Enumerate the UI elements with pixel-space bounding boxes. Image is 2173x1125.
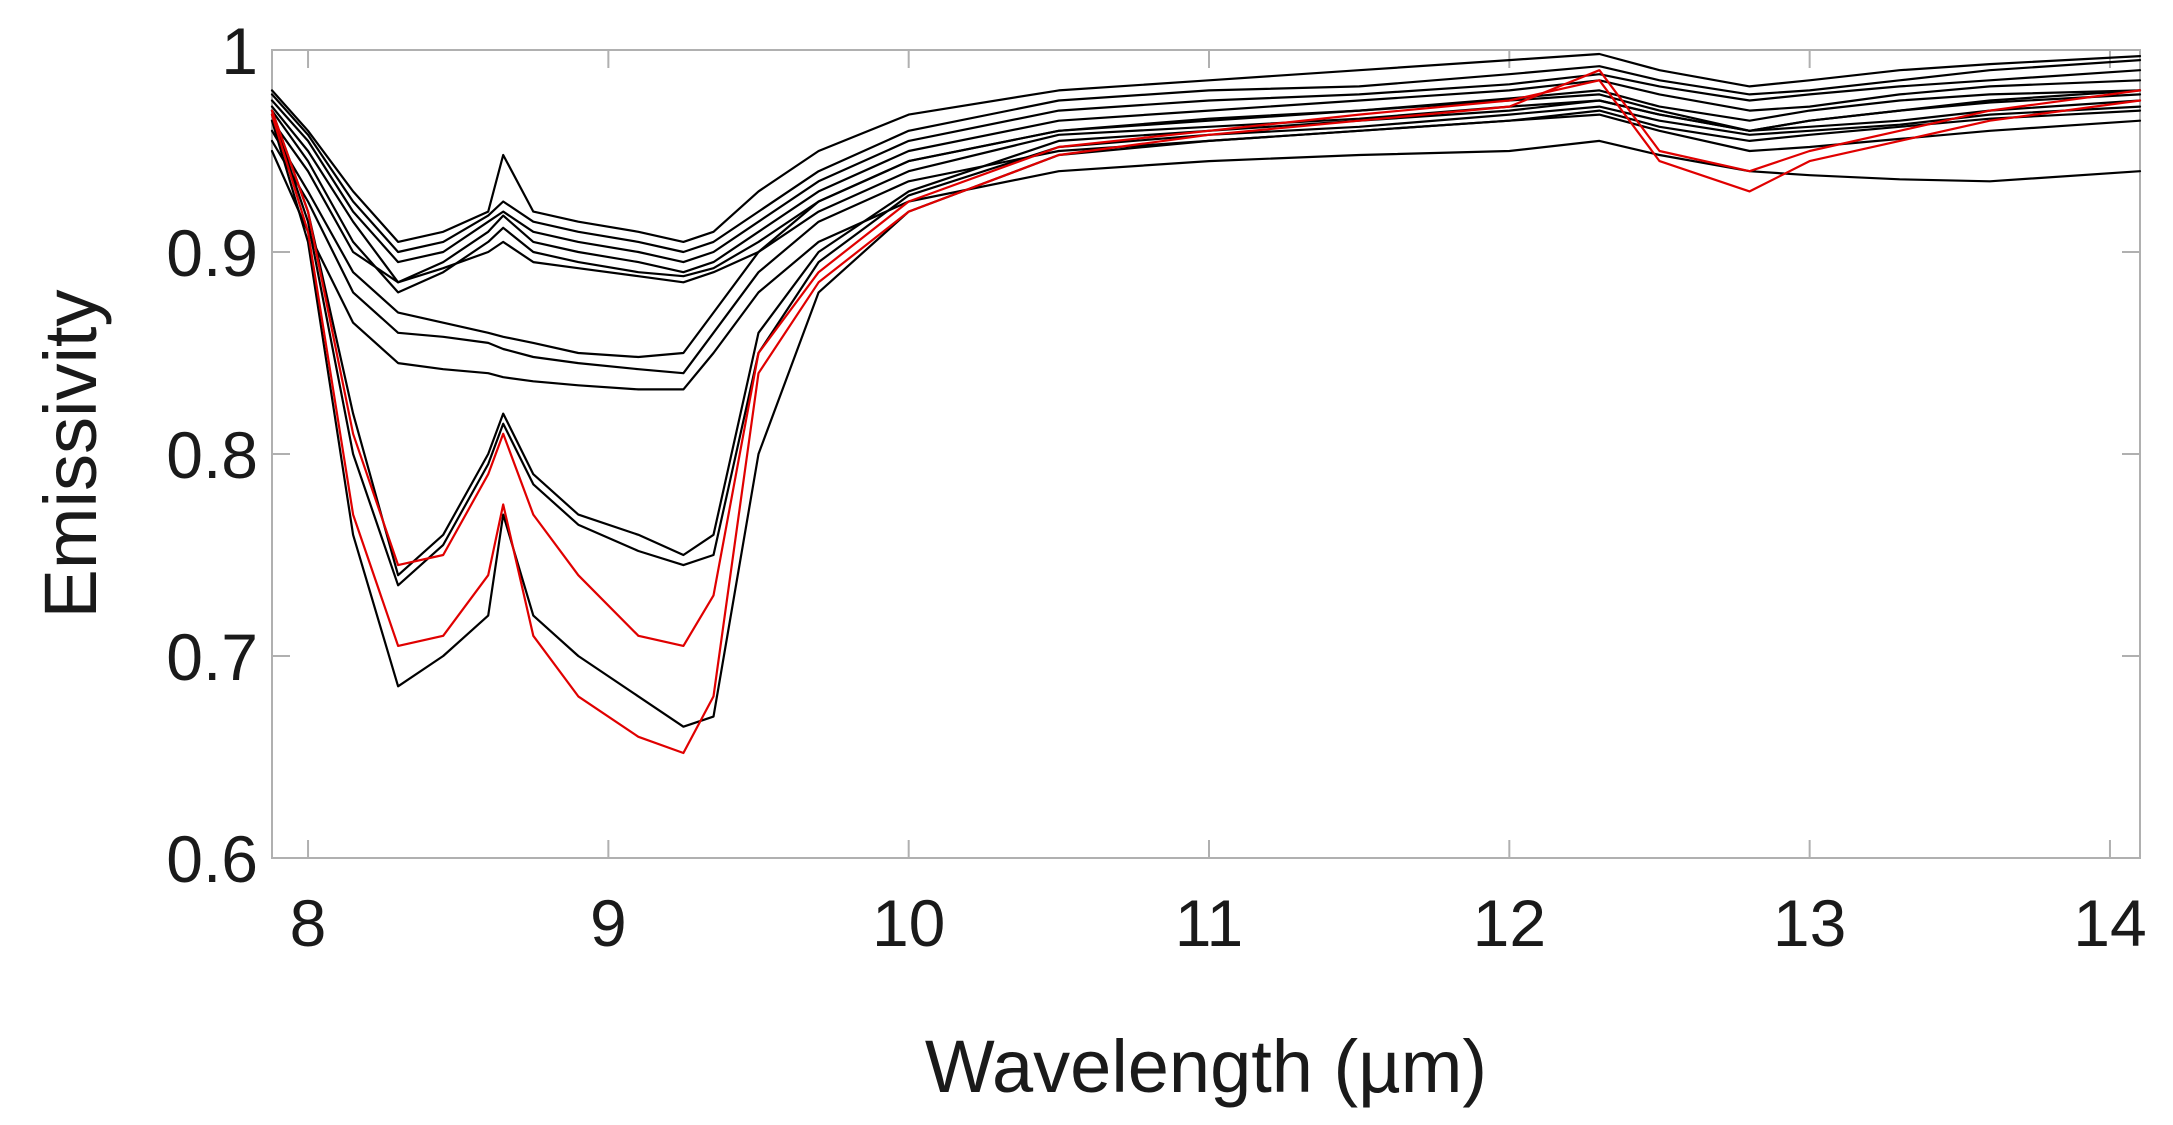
black-emissivity-spectrum-1 [270,79,2142,284]
x-tick-label: 8 [290,886,327,960]
black-emissivity-spectrum-4 [270,52,2142,243]
x-axis-title: Wavelength (µm) [925,1025,1487,1108]
x-tick-label: 9 [590,886,627,960]
black-emissivity-spectrum-2 [270,58,2142,254]
x-tick-label: 14 [2073,886,2146,960]
black-emissivity-spectrum-9 [270,99,2142,577]
black-emissivity-spectrum-0 [270,69,2142,264]
y-tick-label: 0.9 [166,216,258,290]
y-tick-label: 0.6 [166,822,258,896]
series-layer [270,52,2142,755]
red-emissivity-spectrum-12 [270,79,2142,648]
red-emissivity-spectrum-13 [270,69,2142,755]
x-tick-label: 13 [1773,886,1846,960]
black-emissivity-spectrum-11 [270,109,2142,728]
black-emissivity-spectrum-7 [270,113,2142,375]
black-emissivity-spectrum-10 [270,105,2142,587]
y-tick-label: 0.8 [166,418,258,492]
y-tick-label: 1 [221,14,258,88]
tick-labels: 8 9 10 11 12 13 14 0.6 0.7 0.8 0.9 1 [166,14,2146,960]
x-tick-label: 12 [1473,886,1546,960]
y-tick-label: 0.7 [166,620,258,694]
axis-ticks [272,49,2140,859]
y-axis-title: Emissivity [29,290,112,619]
x-tick-label: 10 [872,886,945,960]
black-emissivity-spectrum-3 [270,89,2142,294]
plot-frame [271,49,2141,859]
x-tick-label: 11 [1175,886,1244,960]
